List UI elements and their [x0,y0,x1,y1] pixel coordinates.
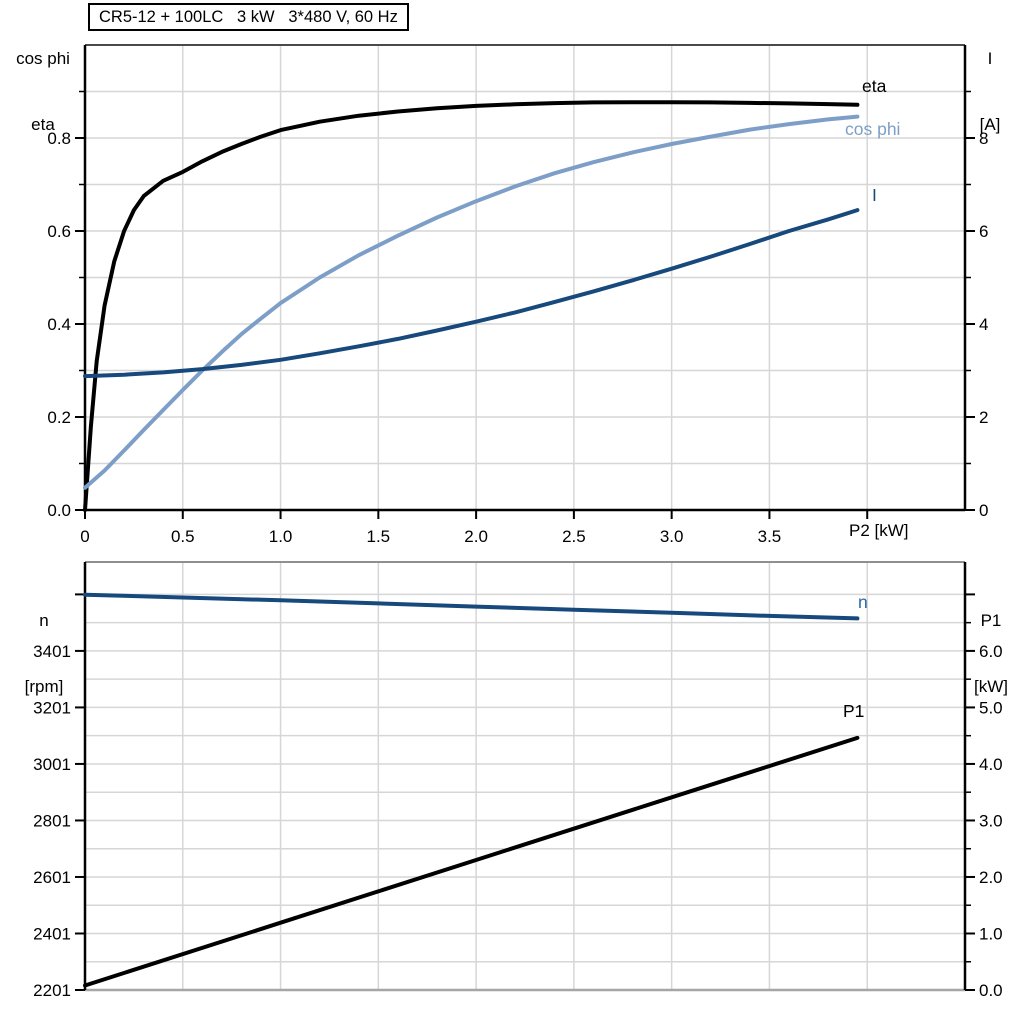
axis-title-cos-phi: cos phi [16,49,70,68]
chart-title-box: CR5-12 + 100LC 3 kW 3*480 V, 60 Hz [88,3,409,31]
y-right-tick-label: 4.0 [979,755,1003,774]
y-left-tick-label: 2201 [33,981,71,1000]
x-tick-label: 2.5 [562,527,586,546]
p1-curve-label: P1 [843,701,865,721]
y-left-tick-label: 0.2 [47,408,71,427]
y-left-tick-label: 0.6 [47,222,71,241]
y-right-tick-label: 6.0 [979,642,1003,661]
eta-curve [83,100,860,512]
x-tick-label: 0.5 [171,527,195,546]
y-left-tick-label: 2401 [33,924,71,943]
n-curve [83,592,860,621]
chart-title: CR5-12 + 100LC 3 kW 3*480 V, 60 Hz [99,7,398,26]
y-right-tick-label: 0 [979,501,988,520]
y-right-tick-label: 4 [979,315,988,334]
eta-curve-label: eta [862,76,887,96]
x-tick-label: 1.0 [269,527,293,546]
bottom-right-axis-title: P1 [kW] [960,566,1022,742]
x-tick-label: 3.0 [660,527,684,546]
x-axis-label-p2: P2 [kW] [849,521,909,540]
x-tick-label: 0 [80,527,89,546]
axis-title-current: I [987,49,993,68]
current-curve-label: I [872,185,877,205]
axis-title-p1-unit: [kW] [974,677,1008,696]
speed-curve-label: n [858,592,868,612]
axis-title-current-unit: [A] [979,115,1001,134]
y-right-tick-label: 3.0 [979,811,1003,830]
y-left-tick-label: 0.0 [47,501,71,520]
axis-title-eta: eta [31,115,55,134]
y-left-tick-label: 3001 [33,755,71,774]
y-left-tick-label: 3401 [33,642,71,661]
x-tick-label: 1.5 [367,527,391,546]
x-tick-label: 2.0 [464,527,488,546]
y-right-tick-label: 8 [979,129,988,148]
axis-title-speed: n [39,611,49,630]
y-left-tick-label: 3201 [33,698,71,717]
axis-title-p1: P1 [980,611,1002,630]
i-curve [83,208,860,379]
y-left-tick-label: 2601 [33,868,71,887]
top-left-axis-title: cos phi eta [2,4,84,180]
y-right-tick-label: 6 [979,222,988,241]
p1-curve [83,735,860,988]
y-right-tick-label: 0.0 [979,981,1003,1000]
y-left-tick-label: 0.8 [47,129,71,148]
bottom-left-axis-title: n [rpm] [6,566,82,742]
y-left-tick-label: 2801 [33,811,71,830]
top-right-axis-title: I [A] [958,4,1022,180]
y-right-tick-label: 2 [979,408,988,427]
y-right-tick-label: 5.0 [979,698,1003,717]
y-right-tick-label: 2.0 [979,868,1003,887]
cos-phi-curve [83,114,860,490]
cos-phi-curve-label: cos phi [845,119,901,139]
x-tick-label: 3.5 [758,527,782,546]
y-right-tick-label: 1.0 [979,924,1003,943]
y-left-tick-label: 0.4 [47,315,71,334]
axis-title-speed-unit: [rpm] [24,677,64,696]
